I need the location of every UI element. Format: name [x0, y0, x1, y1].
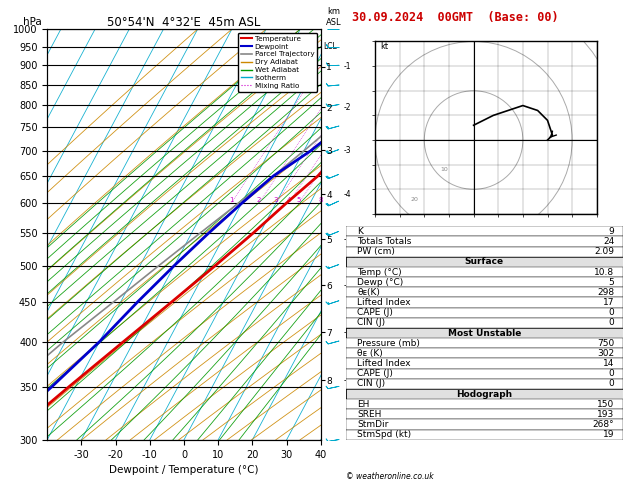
Bar [346, 369, 623, 379]
Text: CAPE (J): CAPE (J) [357, 308, 393, 317]
Text: 19: 19 [603, 430, 615, 439]
Text: -4: -4 [344, 190, 352, 199]
Text: -5: -5 [344, 235, 352, 244]
Text: EH: EH [357, 400, 369, 409]
Text: hPa: hPa [23, 17, 42, 27]
Text: Lifted Index: Lifted Index [357, 298, 411, 307]
Bar [346, 297, 623, 308]
Text: 30.09.2024  00GMT  (Base: 00): 30.09.2024 00GMT (Base: 00) [352, 11, 559, 24]
Bar [346, 267, 623, 277]
Bar [346, 318, 623, 328]
Text: 0: 0 [609, 369, 615, 378]
Text: 2.09: 2.09 [594, 247, 615, 256]
Bar [346, 348, 623, 359]
Text: Hodograph: Hodograph [456, 390, 513, 399]
Text: 5: 5 [609, 278, 615, 287]
Text: 24: 24 [603, 237, 615, 246]
Text: 14: 14 [603, 359, 615, 368]
Text: © weatheronline.co.uk: © weatheronline.co.uk [346, 472, 433, 481]
Bar [346, 389, 623, 399]
Text: Dewp (°C): Dewp (°C) [357, 278, 403, 287]
Text: 150: 150 [597, 400, 615, 409]
Title: 50°54'N  4°32'E  45m ASL: 50°54'N 4°32'E 45m ASL [108, 16, 260, 29]
Bar [346, 246, 623, 257]
Text: kt: kt [380, 42, 388, 51]
Text: 5: 5 [296, 197, 301, 204]
Text: StmDir: StmDir [357, 420, 388, 429]
Text: Pressure (mb): Pressure (mb) [357, 339, 420, 347]
Bar [346, 328, 623, 338]
Text: StmSpd (kt): StmSpd (kt) [357, 430, 411, 439]
Bar [346, 237, 623, 246]
Bar [346, 430, 623, 440]
Bar [346, 399, 623, 409]
Text: -2: -2 [344, 103, 351, 112]
Bar [346, 257, 623, 267]
Bar [346, 287, 623, 297]
Text: 4: 4 [286, 197, 291, 204]
Text: -1: -1 [344, 63, 351, 71]
Text: CAPE (J): CAPE (J) [357, 369, 393, 378]
Text: CIN (J): CIN (J) [357, 318, 385, 328]
Text: 10: 10 [440, 167, 448, 172]
Bar [346, 277, 623, 287]
Text: PW (cm): PW (cm) [357, 247, 395, 256]
Text: km
ASL: km ASL [326, 7, 341, 27]
Text: 8: 8 [318, 197, 323, 204]
Text: Totals Totals: Totals Totals [357, 237, 411, 246]
Legend: Temperature, Dewpoint, Parcel Trajectory, Dry Adiabat, Wet Adiabat, Isotherm, Mi: Temperature, Dewpoint, Parcel Trajectory… [238, 33, 317, 92]
Text: -8: -8 [344, 376, 351, 385]
Text: 2: 2 [257, 197, 261, 204]
Text: CIN (J): CIN (J) [357, 380, 385, 388]
Text: 298: 298 [598, 288, 615, 297]
Text: 20: 20 [410, 197, 418, 202]
Text: θᴇ(K): θᴇ(K) [357, 288, 380, 297]
Text: Lifted Index: Lifted Index [357, 359, 411, 368]
Text: Temp (°C): Temp (°C) [357, 267, 402, 277]
Text: 268°: 268° [593, 420, 615, 429]
Text: -3: -3 [344, 146, 352, 155]
Text: -6: -6 [344, 281, 352, 290]
Text: 1: 1 [229, 197, 233, 204]
Text: 750: 750 [597, 339, 615, 347]
Text: 17: 17 [603, 298, 615, 307]
Bar [346, 226, 623, 237]
Text: -7: -7 [344, 328, 352, 337]
Text: LCL: LCL [323, 42, 337, 51]
Text: θᴇ (K): θᴇ (K) [357, 349, 383, 358]
Bar [346, 338, 623, 348]
Text: 10.8: 10.8 [594, 267, 615, 277]
Text: 3: 3 [274, 197, 278, 204]
Bar [346, 359, 623, 369]
Text: 0: 0 [609, 380, 615, 388]
Text: SREH: SREH [357, 410, 381, 419]
Text: 0: 0 [609, 318, 615, 328]
Bar [346, 419, 623, 430]
Bar [346, 409, 623, 419]
Text: Most Unstable: Most Unstable [448, 329, 521, 338]
Text: K: K [357, 227, 363, 236]
Text: 9: 9 [609, 227, 615, 236]
Text: 0: 0 [609, 308, 615, 317]
Bar [346, 308, 623, 318]
X-axis label: Dewpoint / Temperature (°C): Dewpoint / Temperature (°C) [109, 465, 259, 475]
Text: 30: 30 [381, 226, 389, 231]
Text: 40: 40 [351, 256, 359, 261]
Text: 302: 302 [598, 349, 615, 358]
Text: 193: 193 [597, 410, 615, 419]
Bar [346, 379, 623, 389]
Text: Surface: Surface [465, 258, 504, 266]
